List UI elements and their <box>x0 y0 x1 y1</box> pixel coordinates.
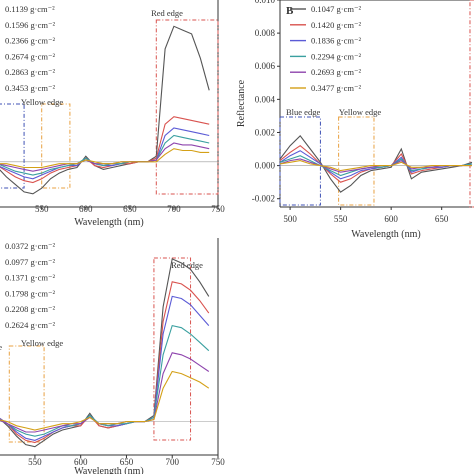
region-box <box>469 0 474 208</box>
legend-label: 0.3477 g·cm⁻² <box>311 83 361 93</box>
region-box <box>41 103 71 189</box>
y-tick-label: 0.002 <box>255 127 275 137</box>
x-axis-label: Wavelength (nm) <box>74 466 143 474</box>
legend-label: 0.1420 g·cm⁻² <box>311 20 361 30</box>
legend-label: 0.2366 g·cm⁻² <box>5 36 55 46</box>
x-tick-label: 600 <box>384 214 398 224</box>
region-label: Yellow edge <box>339 107 382 117</box>
region-label: Blue edge <box>286 107 320 117</box>
legend-label: 0.2863 g·cm⁻² <box>5 67 55 77</box>
series-line <box>0 116 210 184</box>
x-tick-label: 700 <box>167 204 181 214</box>
region-box <box>0 103 25 189</box>
panel-bottom-left: 550 600 650 700 750 Wavelength (nm) ue Yellow e… <box>0 238 225 474</box>
region-label: Red edge <box>151 8 183 18</box>
x-tick-label: 600 <box>79 204 93 214</box>
y-tick-label: 0.010 <box>255 0 276 5</box>
region-label: ue <box>0 342 2 352</box>
legend-label: 0.1371 g·cm⁻² <box>5 273 55 283</box>
series-line <box>0 324 210 437</box>
region-box <box>338 116 375 206</box>
legend-label: 0.2693 g·cm⁻² <box>311 67 361 77</box>
series-line <box>0 142 210 172</box>
x-tick-label: 700 <box>165 457 179 467</box>
series-line <box>279 134 473 193</box>
panel-top-right: 500 550 600 650 Wavelength (nm) 0.010 0.008 0.0… <box>236 0 474 240</box>
series-line <box>0 148 210 169</box>
y-tick-label: 0.008 <box>255 28 276 38</box>
legend-label: 0.1139 g·cm⁻² <box>5 4 55 14</box>
panel-label: B <box>286 5 294 17</box>
x-tick-label: 650 <box>120 457 134 467</box>
legend-label: 0.2624 g·cm⁻² <box>5 320 55 330</box>
y-tick-label: 0.004 <box>255 94 276 104</box>
y-tick-label: 0.006 <box>255 61 276 71</box>
y-tick-label: 0.000 <box>255 161 276 171</box>
y-tick-label: -0.002 <box>252 194 275 204</box>
legend-label: 0.0977 g·cm⁻² <box>5 257 55 267</box>
region-label: Red edge <box>171 260 203 270</box>
x-tick-label: 500 <box>283 214 297 224</box>
series-line <box>0 295 210 441</box>
region-label: Yellow edge <box>21 97 64 107</box>
x-axis-label: Wavelength (nm) <box>74 217 143 228</box>
x-tick-label: 550 <box>28 457 42 467</box>
region-label: Yellow edge <box>21 338 64 348</box>
series-line <box>279 160 472 172</box>
x-tick-label: 550 <box>334 214 348 224</box>
legend-label: 0.2208 g·cm⁻² <box>5 304 55 314</box>
x-tick-label: 750 <box>211 457 225 467</box>
region-box <box>155 19 219 195</box>
region-box <box>153 257 192 441</box>
x-tick-label: 650 <box>123 204 137 214</box>
x-tick-label: 550 <box>35 204 49 214</box>
y-axis-label: Reflectance <box>236 79 247 127</box>
legend-label: 0.1047 g·cm⁻² <box>311 4 361 14</box>
legend-label: 0.1798 g·cm⁻² <box>5 288 55 298</box>
series-line <box>0 370 210 431</box>
region-box <box>279 116 321 206</box>
legend-label: 0.3453 g·cm⁻² <box>5 83 55 93</box>
series-line <box>0 352 210 433</box>
series-line <box>279 150 473 180</box>
x-axis-label: Wavelength (nm) <box>351 229 420 240</box>
legend-label: 0.1596 g·cm⁻² <box>5 20 55 30</box>
legend-label: 0.0372 g·cm⁻² <box>5 241 55 251</box>
region-box <box>8 345 45 443</box>
series-line <box>0 258 210 448</box>
x-tick-label: 750 <box>211 204 225 214</box>
legend-label: 0.2294 g·cm⁻² <box>311 51 361 61</box>
x-tick-label: 600 <box>74 457 88 467</box>
x-tick-label: 650 <box>435 214 449 224</box>
legend-label: 0.1836 g·cm⁻² <box>311 36 361 46</box>
legend-label: 0.2674 g·cm⁻² <box>5 51 55 61</box>
